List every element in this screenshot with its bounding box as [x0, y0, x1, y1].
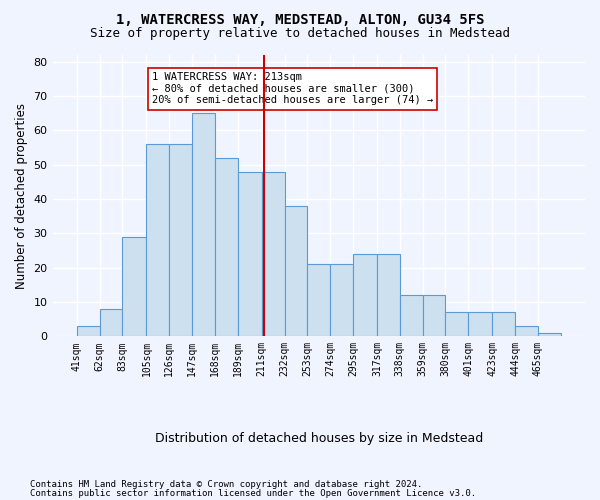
Bar	[284, 206, 307, 336]
Bar	[122, 237, 146, 336]
Bar	[215, 158, 238, 336]
Bar	[515, 326, 538, 336]
Bar	[400, 295, 422, 337]
Bar	[100, 309, 122, 336]
Text: Size of property relative to detached houses in Medstead: Size of property relative to detached ho…	[90, 28, 510, 40]
Bar	[262, 172, 284, 336]
Text: 1, WATERCRESS WAY, MEDSTEAD, ALTON, GU34 5FS: 1, WATERCRESS WAY, MEDSTEAD, ALTON, GU34…	[116, 12, 484, 26]
Text: 1 WATERCRESS WAY: 213sqm
← 80% of detached houses are smaller (300)
20% of semi-: 1 WATERCRESS WAY: 213sqm ← 80% of detach…	[152, 72, 433, 106]
Bar	[77, 326, 100, 336]
Bar	[377, 254, 400, 336]
Bar	[192, 114, 215, 336]
Text: Contains HM Land Registry data © Crown copyright and database right 2024.: Contains HM Land Registry data © Crown c…	[30, 480, 422, 489]
Bar	[330, 264, 353, 336]
Bar	[146, 144, 169, 336]
Bar	[422, 295, 445, 337]
Text: Contains public sector information licensed under the Open Government Licence v3: Contains public sector information licen…	[30, 488, 476, 498]
Bar	[238, 172, 262, 336]
Bar	[538, 333, 561, 336]
Bar	[169, 144, 192, 336]
Bar	[492, 312, 515, 336]
Y-axis label: Number of detached properties: Number of detached properties	[15, 102, 28, 288]
Bar	[307, 264, 330, 336]
X-axis label: Distribution of detached houses by size in Medstead: Distribution of detached houses by size …	[155, 432, 483, 445]
Bar	[469, 312, 492, 336]
Bar	[353, 254, 377, 336]
Bar	[445, 312, 469, 336]
